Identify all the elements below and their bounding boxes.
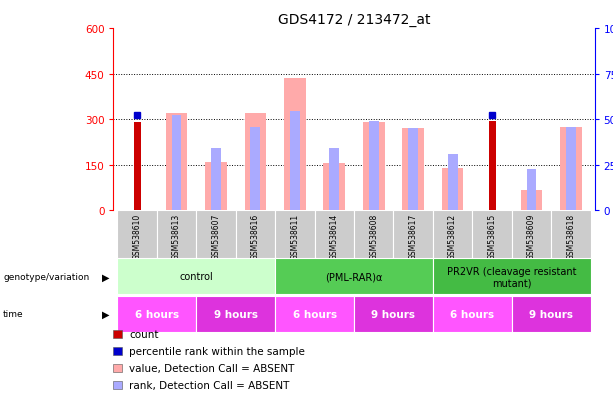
Text: rank, Detection Call = ABSENT: rank, Detection Call = ABSENT [129, 380, 290, 390]
Bar [369, 121, 379, 211]
Text: GSM538613: GSM538613 [172, 213, 181, 259]
Bar [251, 127, 261, 211]
Text: GSM538612: GSM538612 [448, 213, 457, 259]
Bar [117, 296, 196, 332]
Bar [275, 259, 433, 294]
Bar [211, 149, 221, 211]
Bar [394, 211, 433, 258]
Bar [363, 123, 384, 211]
Text: control: control [180, 272, 213, 282]
Text: 9 hours: 9 hours [529, 309, 573, 319]
Bar [354, 211, 394, 258]
Bar [402, 129, 424, 211]
Text: 9 hours: 9 hours [371, 309, 416, 319]
Bar [354, 296, 433, 332]
Text: percentile rank within the sample: percentile rank within the sample [129, 347, 305, 356]
Bar [245, 114, 266, 211]
Bar [275, 211, 314, 258]
Bar [134, 123, 140, 211]
Text: ▶: ▶ [102, 309, 109, 319]
Bar [447, 154, 457, 211]
Text: PR2VR (cleavage resistant
mutant): PR2VR (cleavage resistant mutant) [447, 266, 577, 287]
Text: 6 hours: 6 hours [292, 309, 337, 319]
Text: value, Detection Call = ABSENT: value, Detection Call = ABSENT [129, 363, 295, 373]
Text: GSM538617: GSM538617 [409, 213, 417, 259]
Bar [473, 211, 512, 258]
Bar [196, 296, 275, 332]
Bar [433, 259, 591, 294]
Text: count: count [129, 330, 159, 339]
Bar [489, 121, 495, 211]
Bar [172, 115, 181, 211]
Bar [527, 170, 536, 211]
Text: GSM538614: GSM538614 [330, 213, 339, 259]
Bar [235, 211, 275, 258]
Text: GSM538611: GSM538611 [291, 213, 299, 259]
Bar [433, 211, 473, 258]
Text: GSM538616: GSM538616 [251, 213, 260, 259]
Bar [566, 127, 576, 211]
Title: GDS4172 / 213472_at: GDS4172 / 213472_at [278, 12, 430, 26]
Bar [551, 211, 591, 258]
Bar [520, 191, 543, 211]
Text: 6 hours: 6 hours [451, 309, 495, 319]
Text: GSM538607: GSM538607 [211, 213, 221, 259]
Text: (PML-RAR)α: (PML-RAR)α [326, 272, 383, 282]
Text: GSM538618: GSM538618 [566, 213, 576, 259]
Text: GSM538615: GSM538615 [487, 213, 497, 259]
Bar [408, 129, 418, 211]
Bar [117, 259, 275, 294]
Bar [117, 211, 157, 258]
Text: 6 hours: 6 hours [135, 309, 179, 319]
Bar [442, 168, 463, 211]
Bar [166, 114, 188, 211]
Bar [560, 127, 582, 211]
Bar [275, 296, 354, 332]
Bar [512, 211, 551, 258]
Text: genotype/variation: genotype/variation [3, 272, 89, 281]
Bar [290, 112, 300, 211]
Text: GSM538608: GSM538608 [369, 213, 378, 259]
Bar [284, 79, 306, 211]
Text: 9 hours: 9 hours [214, 309, 257, 319]
Bar [324, 164, 345, 211]
Text: GSM538610: GSM538610 [132, 213, 142, 259]
Bar [196, 211, 235, 258]
Text: time: time [3, 309, 24, 318]
Text: ▶: ▶ [102, 272, 109, 282]
Bar [433, 296, 512, 332]
Bar [314, 211, 354, 258]
Bar [157, 211, 196, 258]
Bar [329, 149, 339, 211]
Bar [512, 296, 591, 332]
Bar [205, 162, 227, 211]
Text: GSM538609: GSM538609 [527, 213, 536, 259]
